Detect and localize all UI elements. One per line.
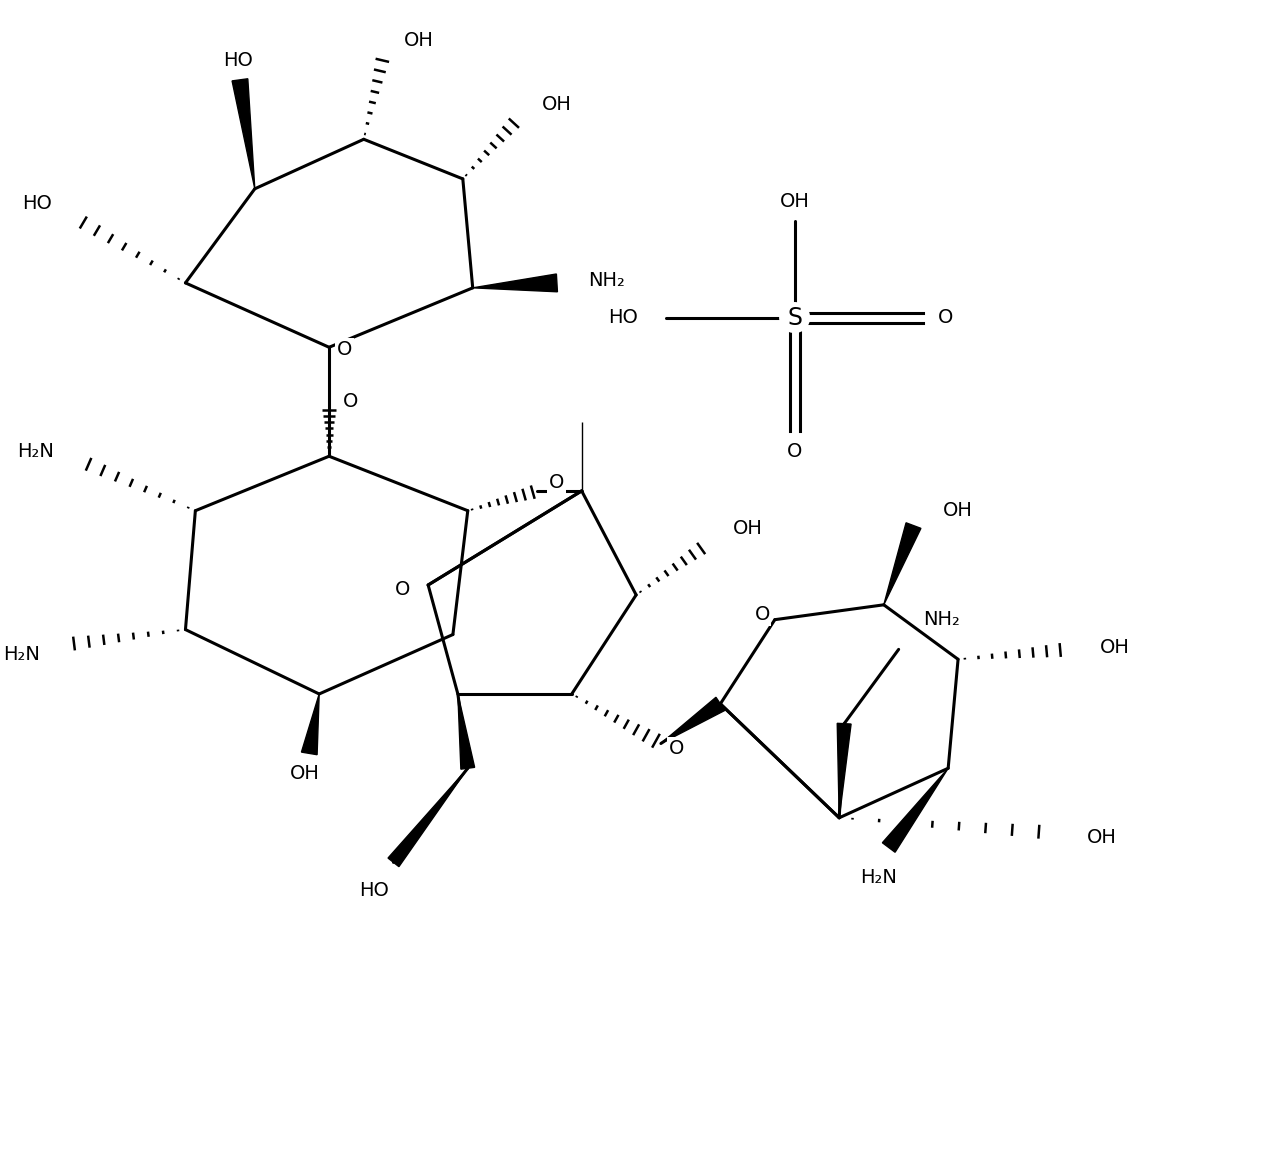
Polygon shape: [458, 694, 475, 769]
Text: HO: HO: [358, 881, 389, 899]
Text: NH₂: NH₂: [923, 610, 961, 629]
Polygon shape: [883, 768, 948, 852]
Polygon shape: [838, 724, 851, 817]
Text: O: O: [549, 473, 564, 493]
Text: OH: OH: [943, 501, 973, 520]
Text: OH: OH: [733, 519, 764, 537]
Polygon shape: [388, 768, 468, 867]
Polygon shape: [302, 694, 320, 754]
Text: H₂N: H₂N: [17, 441, 54, 460]
Text: O: O: [669, 739, 684, 758]
Text: H₂N: H₂N: [3, 645, 40, 664]
Text: S: S: [787, 306, 802, 329]
Text: NH₂: NH₂: [588, 272, 625, 290]
Polygon shape: [661, 697, 725, 744]
Polygon shape: [884, 522, 921, 604]
Text: HO: HO: [22, 194, 51, 213]
Text: OH: OH: [403, 30, 434, 49]
Text: O: O: [343, 392, 358, 411]
Text: HO: HO: [609, 308, 638, 327]
Polygon shape: [231, 78, 255, 189]
Text: OH: OH: [542, 95, 572, 114]
Text: O: O: [336, 340, 353, 358]
Text: O: O: [395, 581, 411, 600]
Text: OH: OH: [1100, 638, 1129, 657]
Text: O: O: [939, 308, 954, 327]
Polygon shape: [473, 274, 558, 292]
Text: O: O: [755, 605, 770, 624]
Text: OH: OH: [780, 192, 810, 211]
Text: OH: OH: [1087, 828, 1117, 847]
Text: O: O: [787, 441, 802, 460]
Text: OH: OH: [289, 763, 320, 782]
Text: H₂N: H₂N: [861, 868, 898, 886]
Text: HO: HO: [223, 50, 253, 69]
